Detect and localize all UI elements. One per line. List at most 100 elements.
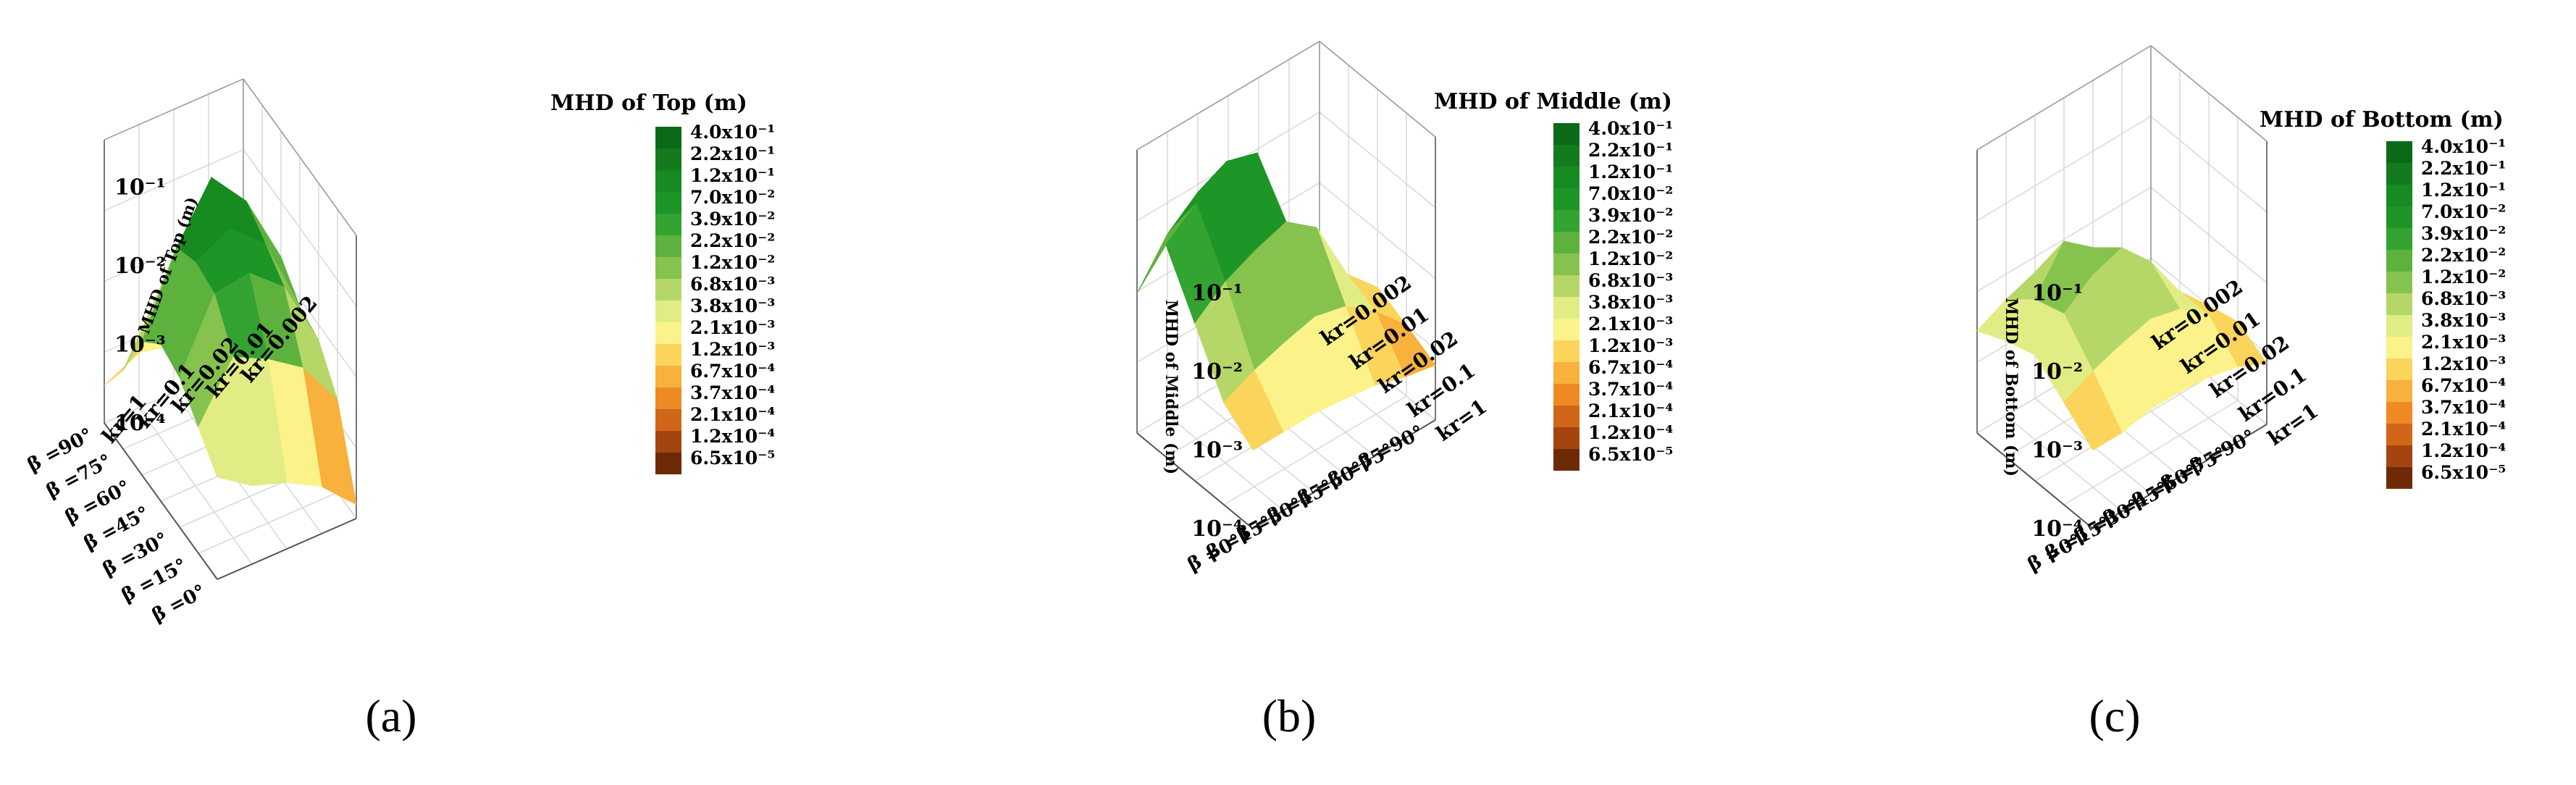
colorbar-band (2386, 228, 2412, 250)
colorbar-label: 1.2x10⁻¹ (1588, 161, 1673, 182)
colorbar-title: MHD of Bottom (m) (2260, 107, 2504, 133)
colorbar-label: 7.0x10⁻² (1588, 183, 1673, 204)
colorbar-label: 2.2x10⁻¹ (690, 143, 775, 164)
colorbar-label: 3.8x10⁻³ (1588, 292, 1673, 313)
panel-caption: (b) (1262, 690, 1317, 742)
surface-cell (1223, 369, 1284, 451)
colorbar-band (1553, 145, 1579, 167)
colorbar-band (655, 387, 681, 409)
colorbar-band (655, 257, 681, 279)
surface-cell (198, 356, 253, 487)
colorbar-label: 1.2x10⁻² (1588, 248, 1673, 269)
z-tick-label: 10⁻² (2031, 359, 2083, 385)
colorbar-band (2386, 185, 2412, 206)
colorbar-label: 2.2x10⁻¹ (2421, 158, 2506, 179)
colorbar-label: 3.8x10⁻³ (690, 295, 775, 316)
colorbar-band (1553, 362, 1579, 384)
colorbar-label: 2.2x10⁻² (2421, 245, 2506, 266)
colorbar-label: 6.8x10⁻³ (690, 274, 775, 295)
surface (1136, 151, 1436, 451)
colorbar-label: 2.2x10⁻² (1588, 227, 1673, 248)
colorbar-label: 6.5x10⁻⁵ (690, 448, 775, 469)
colorbar-label: 1.2x10⁻³ (1588, 335, 1673, 356)
colorbar-label: 3.9x10⁻² (690, 209, 775, 230)
panel-a: β =0°β =15°β =30°β =45°β =60°β =75°β =90… (24, 78, 775, 742)
colorbar-label: 1.2x10⁻¹ (690, 165, 775, 186)
colorbar-band (2386, 206, 2412, 228)
z-tick-label: 10⁻¹ (1191, 280, 1243, 306)
colorbar-band (1553, 253, 1579, 275)
colorbar-band (655, 344, 681, 366)
colorbar-band (1553, 167, 1579, 188)
colorbar-band (1553, 384, 1579, 406)
colorbar-band (655, 127, 681, 148)
colorbar-label: 3.7x10⁻⁴ (1588, 379, 1673, 400)
colorbar-label: 4.0x10⁻¹ (1588, 118, 1673, 139)
colorbar-band (1553, 275, 1579, 297)
colorbar-band (655, 409, 681, 431)
colorbar-band (1553, 340, 1579, 362)
colorbar-band (655, 366, 681, 387)
colorbar-label: 2.1x10⁻⁴ (2421, 419, 2506, 440)
colorbar-label: 6.5x10⁻⁵ (2421, 462, 2506, 483)
colorbar-band (2386, 445, 2412, 467)
colorbar-label: 6.7x10⁻⁴ (2421, 375, 2506, 396)
colorbar-band (1553, 123, 1579, 145)
colorbar-band (2386, 380, 2412, 402)
colorbar-label: 1.2x10⁻³ (690, 339, 775, 360)
z-tick-label: 10⁻² (1191, 359, 1243, 385)
colorbar-band (2386, 293, 2412, 315)
colorbar-band (655, 279, 681, 301)
colorbar-label: 4.0x10⁻¹ (690, 122, 775, 143)
colorbar-band (1553, 319, 1579, 340)
x-tick-label: β =90° (2186, 426, 2259, 478)
colorbar-band (2386, 424, 2412, 445)
colorbar-band (655, 301, 681, 322)
colorbar-band (2386, 402, 2412, 424)
panel-caption: (a) (365, 690, 416, 742)
colorbar-band (2386, 358, 2412, 380)
colorbar-band (1553, 210, 1579, 232)
colorbar-label: 7.0x10⁻² (2421, 201, 2506, 222)
colorbar-band (1553, 406, 1579, 427)
z-tick-label: 10⁻⁴ (114, 411, 166, 436)
colorbar-band (1553, 297, 1579, 319)
colorbar-label: 3.8x10⁻³ (2421, 310, 2506, 331)
surface (104, 176, 357, 505)
colorbar-band (655, 192, 681, 214)
z-axis-label: MHD of Middle (m) (1162, 300, 1180, 474)
colorbar-label: 2.1x10⁻³ (690, 317, 775, 338)
colorbar-band (1553, 232, 1579, 253)
colorbar-label: 2.1x10⁻³ (1588, 314, 1673, 335)
colorbar-label: 2.1x10⁻³ (2421, 332, 2506, 353)
colorbar-label: 6.5x10⁻⁵ (1588, 444, 1673, 465)
colorbar-band (655, 235, 681, 257)
surface-cell (2063, 370, 2123, 451)
colorbar-label: 2.1x10⁻⁴ (1588, 400, 1673, 421)
colorbar-band (1553, 427, 1579, 449)
z-tick-label: 10⁻¹ (114, 175, 166, 200)
z-tick-label: 10⁻² (114, 253, 166, 279)
colorbar-band (1553, 188, 1579, 210)
colorbar: MHD of Bottom (m) 4.0x10⁻¹2.2x10⁻¹ 1.2x10⁻… (2260, 107, 2506, 489)
colorbar-label: 1.2x10⁻⁴ (1588, 422, 1673, 443)
colorbar-label: 3.9x10⁻² (2421, 223, 2506, 244)
colorbar-band (2386, 337, 2412, 358)
colorbar-label: 1.2x10⁻² (690, 252, 775, 273)
colorbar-band (2386, 272, 2412, 293)
colorbar-band (655, 431, 681, 453)
z-tick-label: 10⁻⁴ (2031, 516, 2083, 542)
colorbar-band (1553, 449, 1579, 471)
colorbar-label: 1.2x10⁻² (2421, 266, 2506, 287)
colorbar-band (2386, 467, 2412, 489)
colorbar-label: 6.7x10⁻⁴ (1588, 357, 1673, 378)
colorbar-band (655, 170, 681, 192)
colorbar-label: 1.2x10⁻³ (2421, 353, 2506, 374)
colorbar-label: 2.2x10⁻² (690, 230, 775, 251)
colorbar-band (2386, 163, 2412, 185)
colorbar-label: 4.0x10⁻¹ (2421, 136, 2506, 157)
panel-caption: (c) (2089, 690, 2140, 742)
colorbar-title: MHD of Top (m) (550, 91, 747, 116)
z-tick-label: 10⁻³ (2031, 437, 2083, 463)
